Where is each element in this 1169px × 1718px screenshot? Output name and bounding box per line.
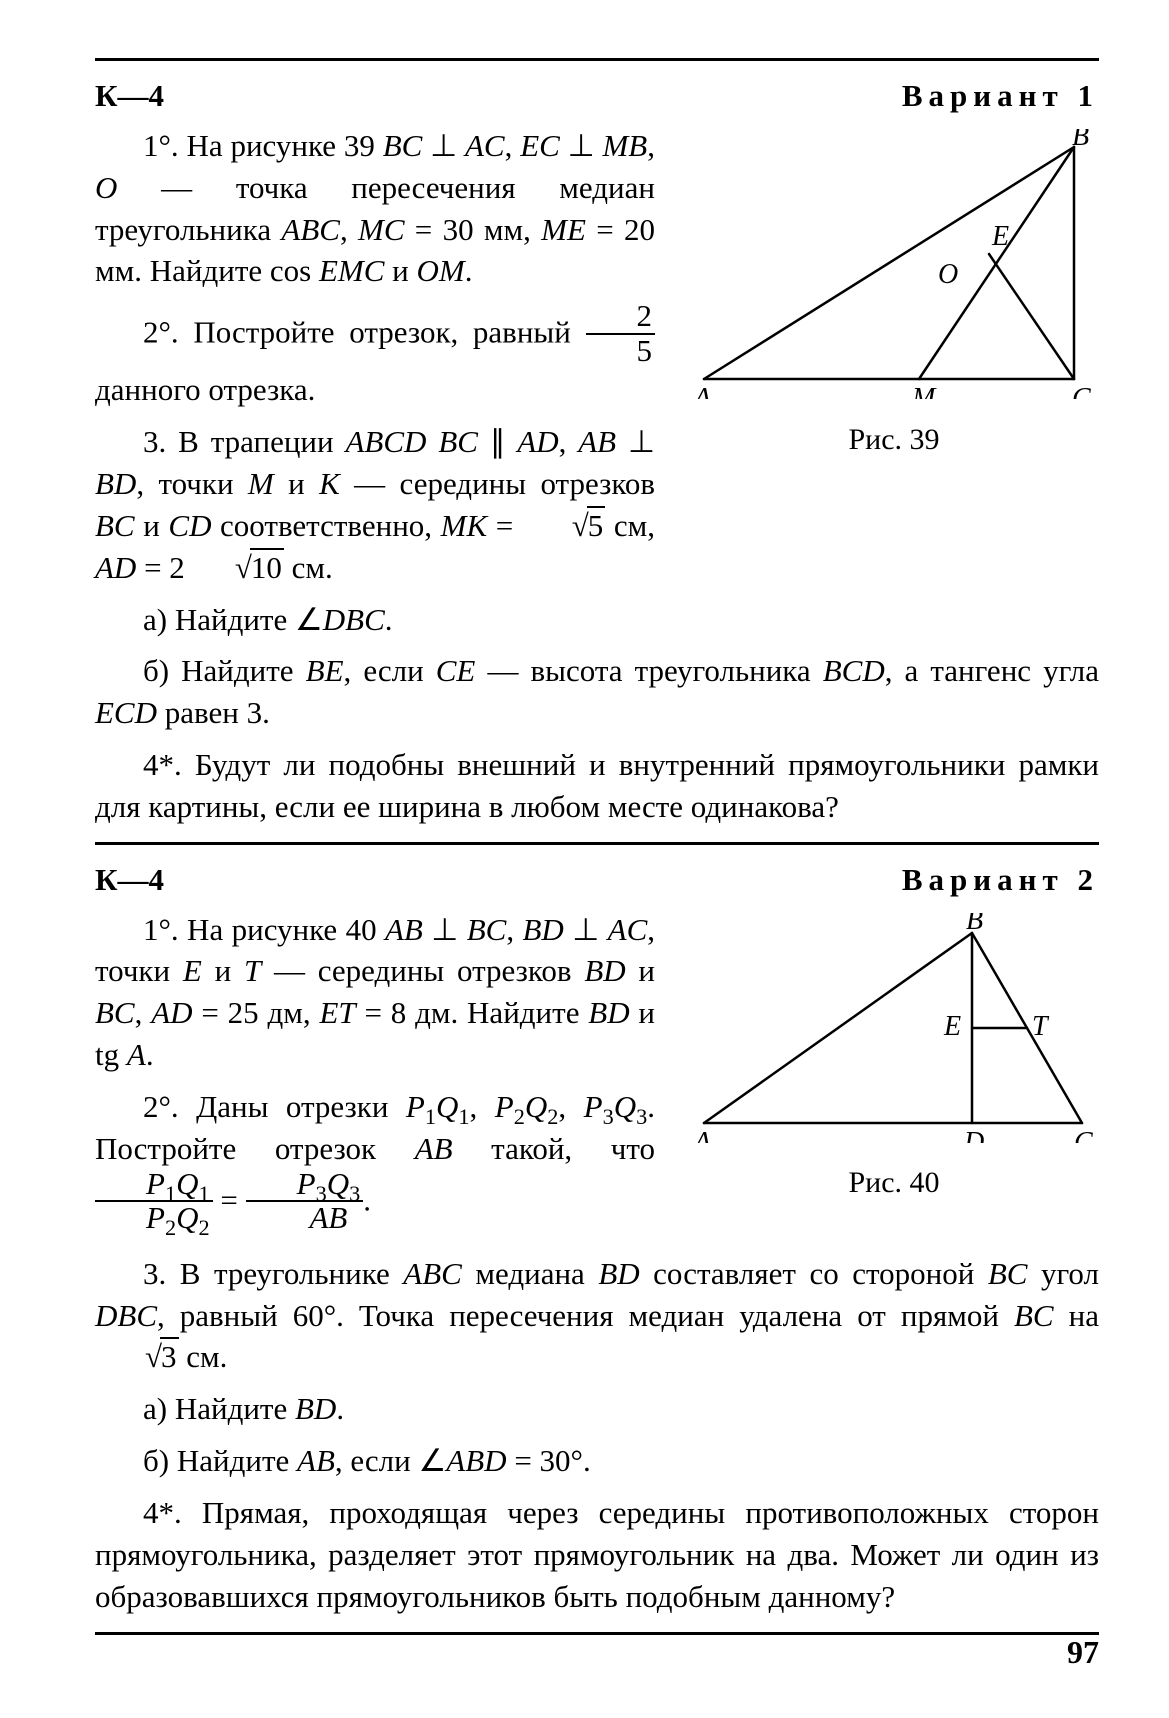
page: К—4 Вариант 1 A B C M E O Рис. 39 1°. На рису… [0, 0, 1169, 1718]
svg-text:C: C [1074, 1127, 1093, 1143]
figure-39-caption: Рис. 39 [689, 420, 1099, 461]
figure-39: A B C M E O Рис. 39 [689, 129, 1099, 460]
v1-problem-1: 1°. На рисунке 39 BC ⊥ AC, EC ⊥ MB, O — … [95, 125, 655, 292]
v2-problem-3a: а) Найдите BD. [95, 1388, 1099, 1430]
header-row-2: К—4 Вариант 2 [95, 859, 1099, 901]
v2-problem-2: 2°. Даны отрезки P1Q1, P2Q2, P3Q3. Постр… [95, 1086, 655, 1237]
figure-39-svg: A B C M E O [694, 129, 1094, 399]
mid-rule [95, 842, 1099, 845]
section-label: К—4 [95, 859, 164, 901]
svg-text:A: A [694, 383, 712, 399]
variant-label: Вариант 2 [902, 859, 1099, 901]
v1-problem-3: 3. В трапеции ABCD BC ∥ AD, AB ⊥ BD, точ… [95, 421, 655, 588]
v2-problem-4: 4*. Прямая, проходящая через середины пр… [95, 1492, 1099, 1618]
top-rule [95, 58, 1099, 61]
variant2-block: A B C D E T Рис. 40 1°. На рисунке 40 AB ⊥ BC… [95, 909, 1099, 1618]
figure-40-caption: Рис. 40 [689, 1163, 1099, 1204]
variant-label: Вариант 1 [902, 75, 1099, 117]
svg-text:B: B [1072, 129, 1089, 152]
v1-problem-3a: а) Найдите ∠DBС. [95, 599, 1099, 641]
svg-text:T: T [1032, 1011, 1050, 1042]
figure-40-svg: A B C D E T [694, 913, 1094, 1143]
v2-problem-1: 1°. На рисунке 40 AB ⊥ BC, BD ⊥ AC, точк… [95, 909, 655, 1076]
figure-40: A B C D E T Рис. 40 [689, 913, 1099, 1204]
header-row-1: К—4 Вариант 1 [95, 75, 1099, 117]
section-label: К—4 [95, 75, 164, 117]
svg-text:B: B [966, 913, 983, 936]
v1-problem-2: 2°. Постройте отрезок, равный 25 данного… [95, 302, 655, 411]
svg-text:E: E [991, 221, 1009, 252]
v2-problem-3b: б) Найдите AB, если ∠ABD = 30°. [95, 1440, 1099, 1482]
bottom-rule [95, 1632, 1099, 1635]
v1-problem-4: 4*. Будут ли подобны внешний и внутренни… [95, 744, 1099, 828]
svg-text:E: E [943, 1011, 961, 1042]
svg-text:C: C [1072, 383, 1091, 399]
v1-problem-3b: б) Найдите BE, если CE — высота треуголь… [95, 650, 1099, 734]
v2-problem-3: 3. В треугольнике ABC медиана BD составл… [95, 1253, 1099, 1379]
svg-text:D: D [963, 1127, 984, 1143]
svg-text:A: A [694, 1127, 712, 1143]
svg-text:M: M [911, 383, 937, 399]
page-number: 97 [1067, 1631, 1099, 1674]
svg-text:O: O [938, 259, 958, 290]
variant1-block: A B C M E O Рис. 39 1°. На рисунке 39 BC ⊥ AC… [95, 125, 1099, 828]
